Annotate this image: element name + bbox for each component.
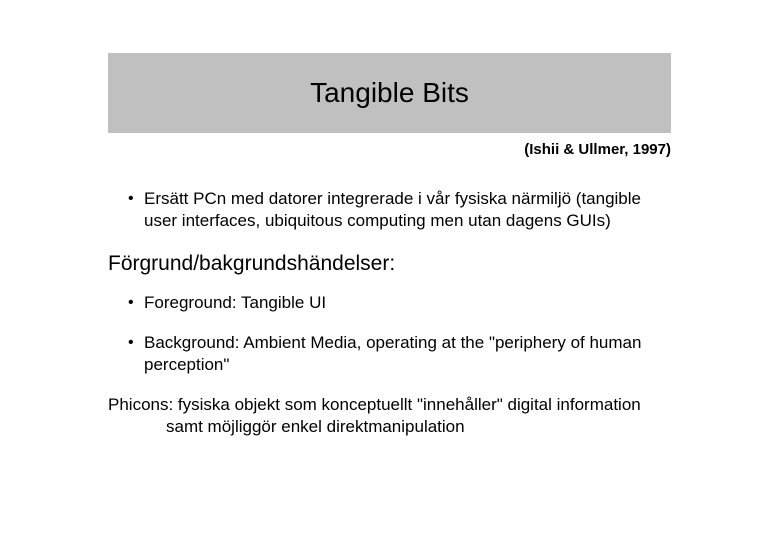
citation: (Ishii & Ullmer, 1997) xyxy=(524,141,671,158)
bullet-text: Foreground: Tangible UI xyxy=(144,292,671,314)
slide-title: Tangible Bits xyxy=(310,77,469,109)
bullet-text: Background: Ambient Media, operating at … xyxy=(144,332,671,376)
title-bar: Tangible Bits xyxy=(108,53,671,133)
section-heading: Förgrund/bakgrundshändelser: xyxy=(108,250,671,278)
bullet-item: • Ersätt PCn med datorer integrerade i v… xyxy=(108,188,671,232)
bullet-item: • Foreground: Tangible UI xyxy=(108,292,671,314)
bullet-item: • Background: Ambient Media, operating a… xyxy=(108,332,671,376)
bullet-text: Ersätt PCn med datorer integrerade i vår… xyxy=(144,188,671,232)
bullet-dot-icon: • xyxy=(128,188,144,210)
slide: Tangible Bits (Ishii & Ullmer, 1997) • E… xyxy=(0,0,780,540)
bullet-dot-icon: • xyxy=(128,332,144,354)
slide-body: • Ersätt PCn med datorer integrerade i v… xyxy=(108,188,671,438)
paragraph: Phicons: fysiska objekt som konceptuellt… xyxy=(108,394,671,438)
bullet-dot-icon: • xyxy=(128,292,144,314)
